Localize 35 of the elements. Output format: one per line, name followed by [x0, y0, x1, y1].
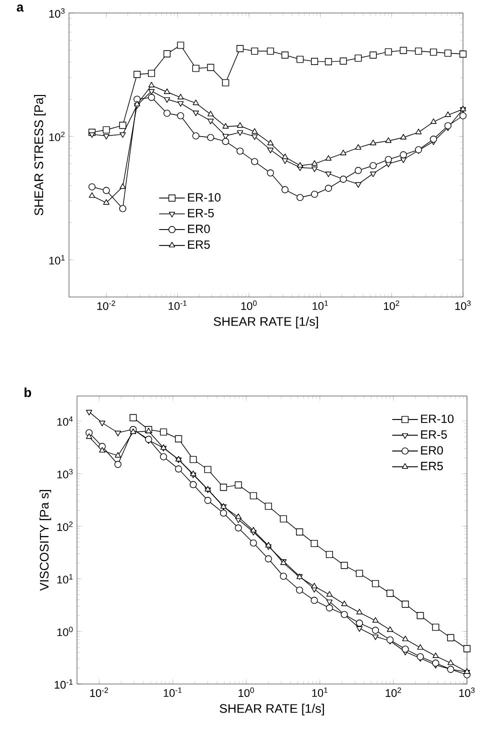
- y-tick-label: 10$^{1}$: [57, 574, 73, 584]
- legend-label: ER0: [188, 224, 210, 234]
- x-axis-title: SHEAR RATE [1/s]: [220, 704, 324, 716]
- x-tick-label: 10$^{0}$: [241, 300, 257, 310]
- legend-label: ER-5: [188, 208, 214, 218]
- y-tick-label: 10$^{2}$: [49, 132, 65, 142]
- y-axis-title: VISCOSITY [Pa s]: [40, 490, 52, 591]
- x-tick-label: 10$^{1}$: [312, 300, 328, 310]
- legend-label: ER5: [188, 240, 210, 249]
- x-axis-title: SHEAR RATE [1/s]: [214, 316, 318, 328]
- y-tick-label: 10$^{-1}$: [54, 679, 73, 689]
- x-tick-label: 10$^{-2}$: [97, 300, 116, 310]
- x-tick-label: 10$^{2}$: [386, 688, 402, 697]
- y-tick-label: 10$^{2}$: [57, 522, 73, 531]
- x-tick-label: 10$^{-1}$: [168, 300, 187, 310]
- y-tick-label: 10$^{3}$: [49, 8, 65, 18]
- x-tick-label: 10$^{3}$: [455, 300, 471, 310]
- legend-label: ER5: [421, 462, 443, 470]
- x-tick-label: 10$^{2}$: [384, 300, 400, 310]
- y-tick-label: 10$^{3}$: [57, 468, 73, 478]
- legend-label: ER0: [421, 446, 444, 455]
- x-tick-label: 10$^{1}$: [312, 688, 328, 697]
- y-tick-label: 10$^{0}$: [57, 626, 73, 636]
- chart-title: a: [16, 4, 24, 12]
- y-tick-label: 10$^{4}$: [57, 416, 73, 426]
- y-tick-label: 10$^{1}$: [49, 255, 65, 265]
- x-tick-label: 10$^{-1}$: [164, 688, 182, 697]
- legend-label: ER-10: [188, 193, 221, 202]
- x-tick-label: 10$^{-2}$: [90, 688, 108, 697]
- chart-title: b: [24, 388, 32, 398]
- y-axis-title: SHEAR STRESS [Pa]: [34, 94, 46, 216]
- legend-label: ER-10: [421, 414, 454, 424]
- x-tick-label: 10$^{3}$: [459, 688, 475, 697]
- legend-label: ER-5: [421, 430, 447, 439]
- x-tick-label: 10$^{0}$: [238, 688, 254, 697]
